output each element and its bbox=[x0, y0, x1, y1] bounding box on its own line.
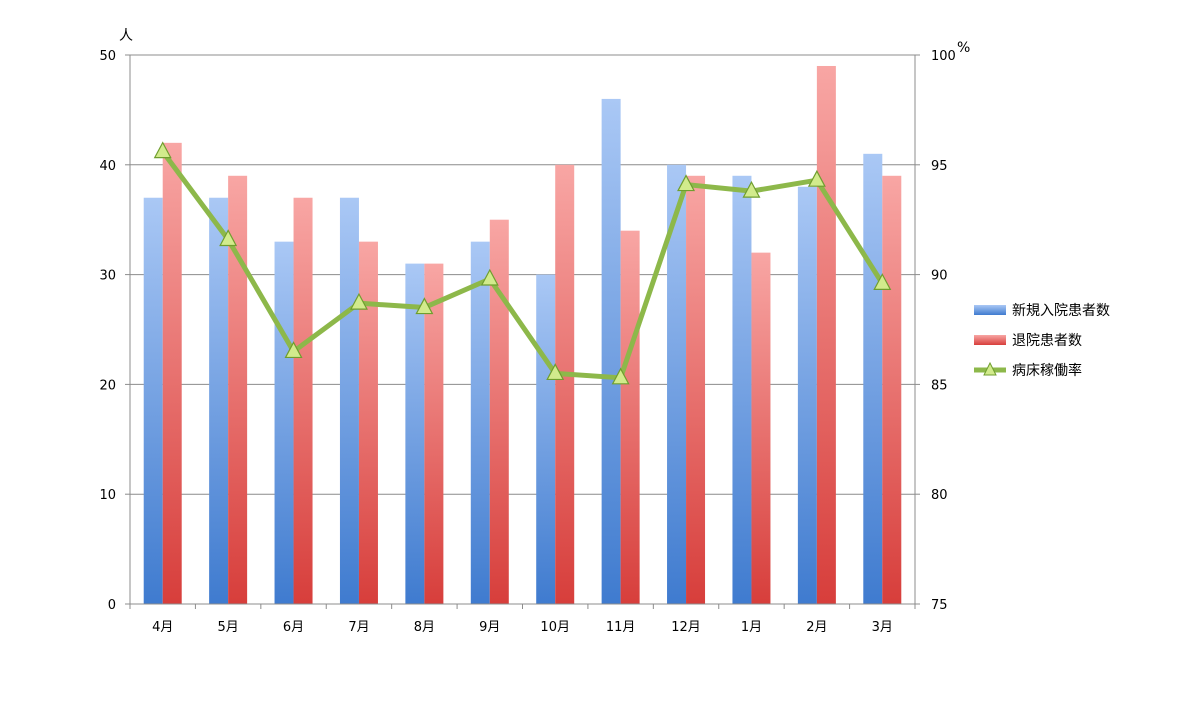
y-left-tick-label: 20 bbox=[99, 378, 116, 393]
bar-new-admissions bbox=[143, 197, 163, 605]
bar-discharges bbox=[686, 175, 706, 604]
y-right-tick-label: 90 bbox=[931, 269, 948, 284]
bar-new-admissions bbox=[667, 164, 687, 605]
line-occupancy-rate bbox=[160, 150, 885, 381]
bar-new-admissions bbox=[797, 186, 817, 604]
x-tick-label: 10月 bbox=[540, 620, 570, 635]
line-point-marker bbox=[284, 341, 303, 359]
bar-new-admissions bbox=[339, 197, 359, 605]
line-point-marker bbox=[611, 367, 630, 385]
x-tick-label: 3月 bbox=[872, 620, 893, 635]
y-right-tick-label: 80 bbox=[931, 488, 948, 503]
line-point-marker bbox=[677, 174, 696, 192]
line-point-marker bbox=[349, 292, 368, 310]
bar-new-admissions bbox=[274, 241, 294, 604]
legend-label: 退院患者数 bbox=[1012, 333, 1082, 349]
legend-swatch-new-admissions bbox=[974, 305, 1006, 315]
line-point-marker bbox=[546, 363, 565, 381]
y-right-tick-label: 75 bbox=[931, 598, 948, 613]
legend-swatch-discharges bbox=[974, 335, 1006, 345]
x-tick-label: 12月 bbox=[671, 620, 701, 635]
x-tick-label: 7月 bbox=[348, 620, 369, 635]
y-right-tick-label: 95 bbox=[931, 159, 948, 174]
bar-discharges bbox=[620, 230, 640, 604]
x-tick-label: 1月 bbox=[741, 620, 762, 635]
x-tick-label: 2月 bbox=[806, 620, 827, 635]
bar-discharges bbox=[751, 252, 771, 604]
line-point-marker bbox=[742, 180, 761, 198]
bar-discharges bbox=[816, 65, 836, 605]
line-point-marker bbox=[415, 297, 434, 315]
bar-new-admissions bbox=[209, 197, 229, 605]
y-left-tick-label: 50 bbox=[99, 49, 116, 64]
x-tick-label: 5月 bbox=[217, 620, 238, 635]
y-right-tick-label: 100 bbox=[931, 49, 956, 64]
bar-discharges bbox=[162, 142, 182, 604]
bar-discharges bbox=[424, 263, 444, 604]
bar-new-admissions bbox=[732, 175, 752, 604]
x-tick-label: 9月 bbox=[479, 620, 500, 635]
line-point-marker bbox=[807, 169, 826, 187]
y-right-unit-label: % bbox=[957, 40, 970, 56]
line-point-marker bbox=[219, 229, 238, 247]
x-tick-label: 6月 bbox=[283, 620, 304, 635]
x-tick-label: 4月 bbox=[152, 620, 173, 635]
bar-new-admissions bbox=[536, 274, 556, 604]
bar-new-admissions bbox=[470, 241, 490, 604]
bar-new-admissions bbox=[405, 263, 425, 604]
bar-discharges bbox=[358, 241, 378, 604]
y-right-tick-label: 85 bbox=[931, 378, 948, 393]
x-tick-label: 11月 bbox=[606, 620, 636, 635]
line-point-marker bbox=[873, 273, 892, 290]
legend-swatch-marker bbox=[983, 361, 997, 376]
line-point-marker bbox=[153, 141, 172, 159]
y-left-tick-label: 0 bbox=[108, 598, 116, 613]
bar-discharges bbox=[489, 219, 509, 604]
bar-discharges bbox=[228, 175, 248, 604]
bar-discharges bbox=[293, 197, 313, 605]
y-left-unit-label: 人 bbox=[119, 28, 133, 44]
y-left-tick-label: 30 bbox=[99, 269, 116, 284]
legend-label: 新規入院患者数 bbox=[1012, 303, 1110, 319]
bar-new-admissions bbox=[601, 98, 621, 605]
y-left-tick-label: 40 bbox=[99, 159, 116, 174]
y-left-tick-label: 10 bbox=[99, 488, 116, 503]
bar-discharges bbox=[555, 164, 575, 605]
legend-label: 病床稼働率 bbox=[1012, 362, 1082, 379]
bar-new-admissions bbox=[863, 153, 883, 604]
bar-discharges bbox=[882, 175, 902, 604]
x-tick-label: 8月 bbox=[414, 620, 435, 635]
line-point-marker bbox=[480, 268, 499, 286]
